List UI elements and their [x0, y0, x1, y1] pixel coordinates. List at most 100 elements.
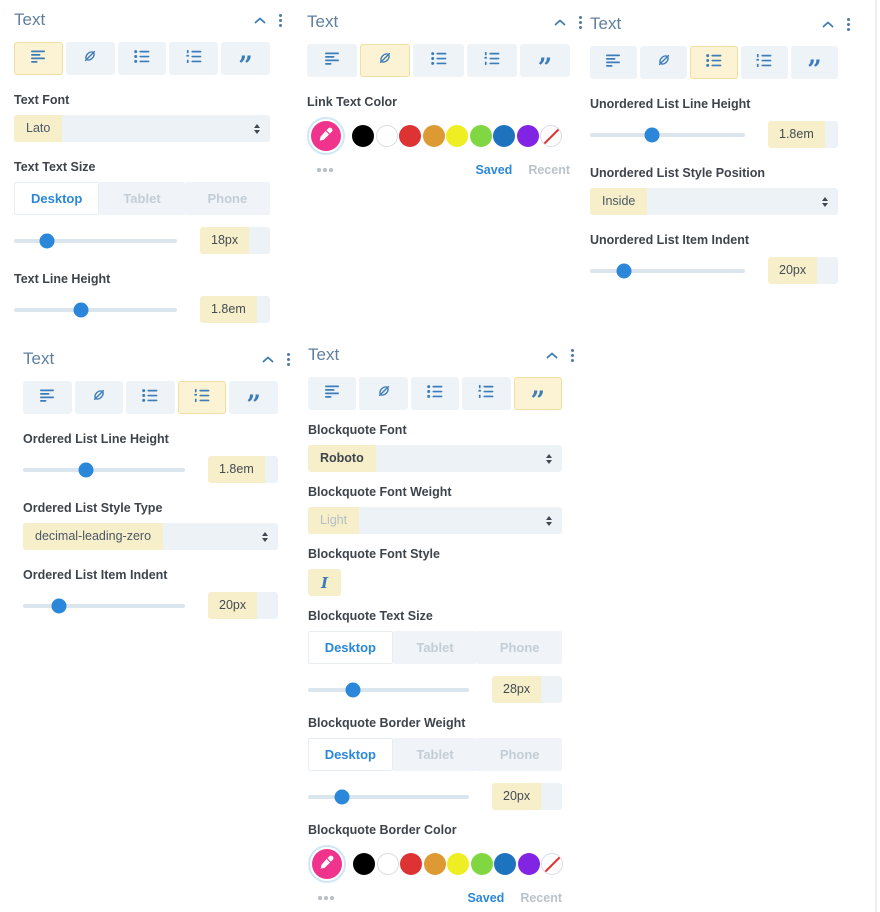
tab-link[interactable] [65, 42, 115, 75]
swatch-blue[interactable] [493, 125, 515, 147]
slider-handle[interactable] [644, 127, 660, 142]
chevron-up-icon[interactable] [262, 356, 274, 363]
italic-style-button[interactable]: I [308, 569, 341, 596]
chevron-up-icon[interactable] [554, 19, 566, 26]
tab-ordered-list[interactable] [177, 381, 227, 414]
tab-ordered-list[interactable] [466, 44, 517, 77]
tab-link[interactable] [360, 44, 411, 77]
tab-unordered-list[interactable] [410, 377, 460, 410]
swatch-purple[interactable] [517, 853, 540, 875]
tab-quote[interactable]: ” [790, 46, 839, 82]
tab-unordered-list[interactable] [413, 44, 464, 77]
tab-unordered-list[interactable] [117, 42, 167, 75]
value-input[interactable]: 20px [768, 257, 838, 284]
ul-style-position-select[interactable]: Inside [590, 188, 838, 215]
tab-quote[interactable]: ” [513, 377, 563, 413]
blockquote-font-select[interactable]: Roboto [308, 445, 562, 472]
scrollbar-track[interactable] [875, 0, 877, 912]
slider-track[interactable] [14, 302, 177, 317]
swatch-yellow[interactable] [446, 125, 468, 147]
slider-track[interactable] [14, 233, 177, 248]
slider-track[interactable] [23, 462, 185, 477]
kebab-menu-icon[interactable] [845, 16, 852, 33]
text-font-select[interactable]: Lato [14, 115, 270, 142]
tab-quote[interactable]: ” [229, 381, 278, 417]
device-tab-desktop[interactable]: Desktop [308, 738, 393, 771]
device-tab-phone[interactable]: Phone [477, 631, 563, 664]
more-options-icon[interactable] [318, 893, 334, 903]
swatch-red[interactable] [400, 853, 422, 875]
eyedropper-button[interactable] [308, 845, 346, 883]
tab-ordered-list[interactable] [462, 377, 511, 410]
value-input[interactable]: 18px [200, 227, 270, 254]
saved-colors-tab[interactable]: Saved [467, 891, 505, 905]
slider-track[interactable] [308, 682, 469, 697]
value-input[interactable]: 20px [492, 783, 562, 810]
swatch-orange[interactable] [422, 125, 445, 147]
slider-handle[interactable] [334, 789, 350, 804]
tab-link[interactable] [74, 381, 124, 414]
tab-link[interactable] [359, 377, 408, 410]
recent-colors-tab[interactable]: Recent [528, 163, 570, 177]
chevron-up-icon[interactable] [254, 17, 266, 24]
eyedropper-button[interactable] [307, 117, 345, 155]
saved-colors-tab[interactable]: Saved [475, 163, 513, 177]
device-tab-tablet[interactable]: Tablet [99, 182, 185, 215]
swatch-black[interactable] [352, 125, 374, 147]
device-tab-phone[interactable]: Phone [477, 738, 563, 771]
kebab-menu-icon[interactable] [569, 347, 576, 364]
tab-link[interactable] [640, 46, 688, 79]
tab-unordered-list[interactable] [690, 46, 738, 79]
swatch-orange[interactable] [423, 853, 446, 875]
kebab-menu-icon[interactable] [277, 12, 284, 29]
swatch-transparent[interactable] [541, 853, 563, 875]
swatch-green[interactable] [470, 853, 493, 875]
swatch-white[interactable] [376, 853, 399, 875]
device-tab-tablet[interactable]: Tablet [392, 631, 478, 664]
slider-handle[interactable] [345, 682, 361, 697]
swatch-transparent[interactable] [540, 125, 562, 147]
kebab-menu-icon[interactable] [285, 351, 292, 368]
slider-track[interactable] [23, 598, 185, 613]
slider-handle[interactable] [616, 263, 632, 278]
swatch-black[interactable] [353, 853, 375, 875]
swatch-purple[interactable] [516, 125, 539, 147]
slider-track[interactable] [308, 789, 469, 804]
device-tab-desktop[interactable]: Desktop [308, 631, 393, 664]
swatch-yellow[interactable] [447, 853, 469, 875]
value-input[interactable]: 28px [492, 676, 562, 703]
chevron-up-icon[interactable] [546, 352, 558, 359]
value-input[interactable]: 1.8em [200, 296, 270, 323]
tab-quote[interactable]: ” [519, 44, 571, 80]
tab-text-align[interactable] [590, 46, 638, 79]
slider-handle[interactable] [51, 598, 67, 613]
swatch-green[interactable] [469, 125, 492, 147]
kebab-menu-icon[interactable] [577, 14, 584, 31]
value-input[interactable]: 1.8em [768, 121, 838, 148]
slider-handle[interactable] [39, 233, 55, 248]
tab-text-align[interactable] [308, 377, 357, 410]
slider-handle[interactable] [78, 462, 94, 477]
tab-ordered-list[interactable] [740, 46, 788, 79]
ol-style-type-select[interactable]: decimal-leading-zero [23, 523, 278, 550]
tab-ordered-list[interactable] [169, 42, 219, 75]
blockquote-font-weight-select[interactable]: Light [308, 507, 562, 534]
slider-handle[interactable] [73, 302, 89, 317]
device-tab-tablet[interactable]: Tablet [392, 738, 478, 771]
tab-text-align[interactable] [14, 42, 63, 75]
tab-text-align[interactable] [307, 44, 358, 77]
slider-track[interactable] [590, 263, 745, 278]
device-tab-desktop[interactable]: Desktop [14, 182, 100, 215]
swatch-blue[interactable] [494, 853, 516, 875]
value-input[interactable]: 1.8em [208, 456, 278, 483]
more-options-icon[interactable] [317, 165, 333, 175]
recent-colors-tab[interactable]: Recent [520, 891, 562, 905]
slider-track[interactable] [590, 127, 745, 142]
device-tab-phone[interactable]: Phone [184, 182, 270, 215]
tab-quote[interactable]: ” [221, 42, 270, 78]
chevron-up-icon[interactable] [822, 21, 834, 28]
swatch-white[interactable] [375, 125, 398, 147]
value-input[interactable]: 20px [208, 592, 278, 619]
tab-text-align[interactable] [23, 381, 72, 414]
swatch-red[interactable] [399, 125, 421, 147]
